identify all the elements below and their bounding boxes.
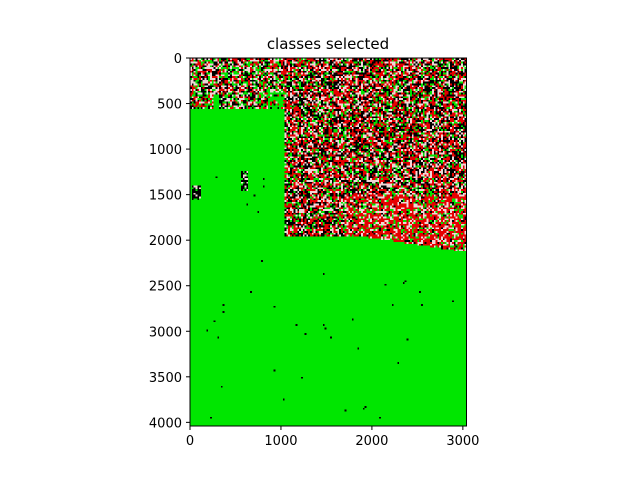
y-tick-label: 4000	[149, 416, 182, 431]
y-tick-label: 500	[157, 98, 182, 113]
x-tick-label: 1000	[264, 434, 297, 449]
x-tick-label: 0	[186, 434, 194, 449]
x-tick-label: 3000	[446, 434, 479, 449]
y-axis: 0 500 1000 1500 2000 2500 3000 3500 4000	[149, 52, 190, 431]
chart-title: classes selected	[267, 35, 389, 53]
axes-frame	[189, 57, 467, 427]
y-tick-label: 3500	[149, 371, 182, 386]
y-tick-label: 2000	[149, 234, 182, 249]
y-tick-label: 1500	[149, 189, 182, 204]
heatmap-raster	[190, 58, 467, 426]
y-tick-label: 2500	[149, 280, 182, 295]
y-tick-label: 0	[174, 52, 182, 67]
x-tick-label: 2000	[355, 434, 388, 449]
heatmap-image	[190, 58, 467, 426]
y-tick-label: 3000	[149, 325, 182, 340]
x-axis: 0 1000 2000 3000	[186, 426, 479, 449]
y-tick-label: 1000	[149, 143, 182, 158]
